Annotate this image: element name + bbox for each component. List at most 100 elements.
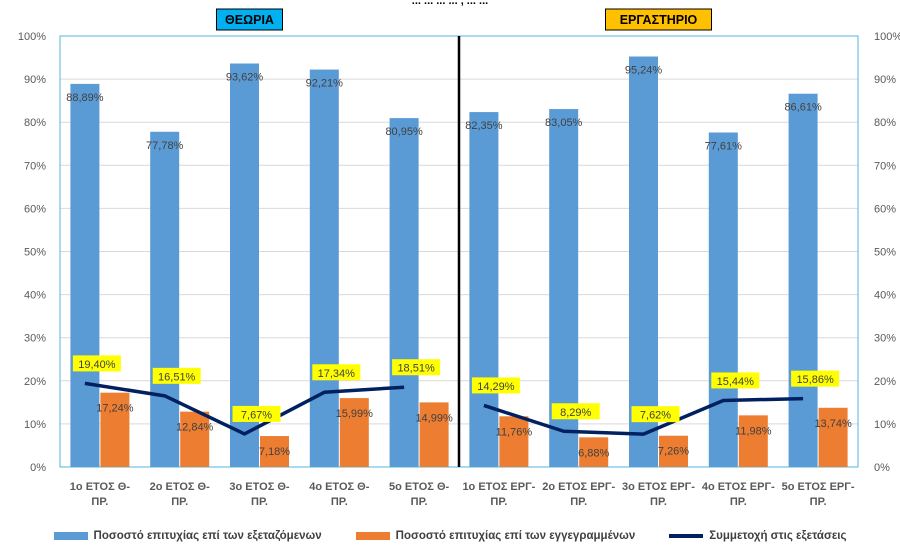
data-label-bg-participation: [312, 364, 361, 381]
group-header-box: [216, 8, 283, 31]
legend: Ποσοστό επιτυχίας επί των εξεταζόμενων Π…: [0, 526, 900, 546]
data-label-participation: 14,29%: [477, 381, 515, 393]
x-tick-label: 2ο ΕΤΟΣ ΕΡΓ-: [542, 481, 615, 493]
data-labels: 88,89% 17,24% 77,78% 12,84% 93,62% 7,18% 92,21…: [66, 65, 852, 460]
data-label-participation: 8,29%: [560, 407, 591, 419]
data-label-enrolled-success: 11,98%: [735, 425, 772, 437]
x-tick-label: 5ο ΕΤΟΣ Θ-: [389, 481, 450, 493]
legend-swatch-blue: [53, 532, 88, 540]
data-label-bg-participation: [72, 355, 121, 372]
bar-enrolled-success: [260, 436, 289, 467]
participation-line: [84, 381, 804, 436]
data-label-bg-participation: [471, 377, 520, 394]
x-tick-label: ΠΡ.: [411, 496, 428, 508]
bar-enrolled-success: [738, 415, 768, 467]
x-tick-label: ΠΡ.: [251, 496, 268, 508]
data-label-participation: 15,44%: [717, 376, 755, 388]
y-tick-label-right: 80%: [874, 117, 896, 129]
data-label-bg-participation: [152, 367, 201, 384]
data-label-enrolled-success: 12,84%: [176, 422, 214, 434]
legend-swatch-orange: [355, 532, 390, 540]
data-label-bg-participation: [791, 370, 840, 387]
y-tick-label-left: 20%: [24, 376, 46, 388]
data-label-enrolled-success: 6,88%: [578, 447, 609, 459]
y-tick-label-right: 20%: [874, 376, 896, 388]
data-label-exam-success: 95,24%: [625, 65, 663, 77]
data-label-enrolled-success: 7,26%: [658, 446, 689, 458]
y-tick-label-right: 100%: [874, 31, 900, 43]
x-tick-label: 3ο ΕΤΟΣ ΕΡΓ-: [622, 481, 695, 493]
bar-exam-success: [230, 63, 259, 467]
bar-exam-success: [629, 56, 658, 468]
y-tick-label-right: 30%: [874, 333, 896, 345]
y-tick-label-left: 50%: [24, 247, 46, 259]
y-tick-label-right: 10%: [874, 419, 896, 431]
data-label-bg-participation: [392, 359, 441, 376]
bar-exam-success: [389, 118, 419, 467]
x-tick-label: 1ο ΕΤΟΣ ΕΡΓ-: [462, 481, 535, 493]
y-axis-left: 0% 10% 20% 30% 40% 50% 60% 70% 80% 90% 100%: [18, 31, 46, 474]
y-tick-label-left: 90%: [24, 74, 46, 86]
legend-swatch-line: [669, 534, 704, 538]
data-label-participation: 16,51%: [158, 371, 196, 383]
x-axis: 1ο ΕΤΟΣ Θ- ΠΡ. 2ο ΕΤΟΣ Θ- ΠΡ. 3ο ΕΤΟΣ Θ- ΠΡ. 4…: [70, 481, 855, 508]
data-label-enrolled-success: 11,76%: [496, 426, 533, 438]
y-tick-label-right: 90%: [874, 74, 896, 86]
x-tick-label: ΠΡ.: [171, 496, 188, 508]
legend-item-enrolled-success[interactable]: Ποσοστό επιτυχίας επί των εγγεγραμμένων: [355, 530, 636, 542]
data-label-participation: 7,67%: [241, 409, 272, 421]
x-tick-label: 1ο ΕΤΟΣ Θ-: [70, 481, 131, 493]
bar-exam-success: [708, 132, 738, 467]
data-label-enrolled-success: 14,99%: [415, 412, 453, 424]
x-tick-label: ΠΡ.: [331, 496, 348, 508]
x-tick-label: ΠΡ.: [650, 496, 667, 508]
bar-enrolled-success: [339, 398, 369, 467]
bars: [70, 56, 848, 468]
bar-enrolled-success: [419, 402, 449, 467]
bar-enrolled-success: [100, 392, 130, 467]
data-label-participation: 18,51%: [397, 363, 435, 375]
bar-enrolled-success: [818, 407, 848, 467]
y-tick-label-left: 0%: [30, 462, 46, 474]
bar-exam-success: [150, 131, 180, 468]
y-tick-label-right: 0%: [874, 462, 890, 474]
bar-exam-success: [469, 112, 499, 467]
x-tick-label: 3ο ΕΤΟΣ Θ-: [229, 481, 290, 493]
y-tick-label-left: 100%: [18, 31, 46, 43]
data-label-participation: 7,62%: [640, 410, 671, 422]
x-tick-label: 5ο ΕΤΟΣ ΕΡΓ-: [782, 481, 855, 493]
x-tick-label: ΠΡ.: [810, 496, 827, 508]
y-tick-label-right: 70%: [874, 160, 896, 172]
data-label-bg-participation: [631, 406, 680, 423]
bar-enrolled-success: [499, 416, 529, 467]
bar-enrolled-success: [180, 411, 210, 467]
y-tick-label-left: 10%: [24, 419, 46, 431]
y-tick-label-left: 40%: [24, 290, 46, 302]
group-header-box: [605, 8, 712, 31]
bar-exam-success: [70, 83, 100, 468]
data-label-exam-success: 88,89%: [66, 92, 104, 104]
legend-item-exam-success[interactable]: Ποσοστό επιτυχίας επί των εξεταζόμενων: [53, 530, 322, 542]
y-tick-label-left: 60%: [24, 203, 46, 215]
bar-enrolled-success: [579, 437, 609, 467]
data-label-exam-success: 82,35%: [465, 120, 503, 132]
legend-label-enrolled-success: Ποσοστό επιτυχίας επί των εγγεγραμμένων: [395, 530, 636, 542]
chart-title-fragment: ... ... ... ... , ... ...: [412, 0, 488, 7]
legend-label-exam-success: Ποσοστό επιτυχίας επί των εξεταζόμενων: [93, 530, 322, 542]
x-tick-label: 4ο ΕΤΟΣ Θ-: [309, 481, 370, 493]
participation-line-segment: [483, 396, 804, 436]
x-tick-label: ΠΡ.: [570, 496, 587, 508]
data-label-exam-success: 80,95%: [385, 126, 423, 138]
data-label-exam-success: 86,61%: [784, 102, 822, 114]
group-headers: ΘΕΩΡΙΑ ΕΡΓΑΣΤΗΡΙΟ: [216, 8, 712, 31]
y-tick-label-right: 40%: [874, 290, 896, 302]
data-label-participation: 15,86%: [796, 374, 834, 386]
data-label-enrolled-success: 17,24%: [96, 403, 134, 415]
data-label-enrolled-success: 7,18%: [259, 446, 290, 458]
bar-exam-success: [788, 93, 818, 467]
group-header-label: ΕΡΓΑΣΤΗΡΙΟ: [620, 13, 698, 27]
y-axis-right: 0% 10% 20% 30% 40% 50% 60% 70% 80% 90% 100%: [874, 31, 900, 474]
x-tick-label: ΠΡ.: [490, 496, 507, 508]
legend-item-participation[interactable]: Συμμετοχή στις εξετάσεις: [669, 530, 846, 542]
x-tick-label: ΠΡ.: [730, 496, 747, 508]
